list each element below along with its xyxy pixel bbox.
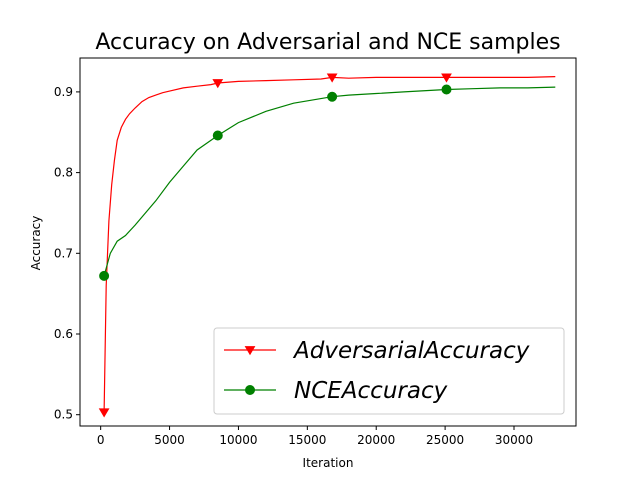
x-tick-label: 25000: [426, 433, 464, 447]
series-marker: [441, 84, 452, 95]
legend-marker: [245, 385, 255, 395]
series-line: [103, 86, 556, 277]
x-tick-label: 15000: [288, 433, 326, 447]
series-2: [99, 84, 556, 281]
y-tick-label: 0.6: [54, 327, 73, 341]
series-marker: [98, 408, 110, 418]
series-line: [103, 76, 556, 413]
series-marker: [212, 79, 224, 89]
legend-marker: [244, 346, 256, 356]
legend-box: [213, 327, 565, 415]
y-tick-label: 0.5: [54, 408, 73, 422]
y-axis-label: Accuracy: [29, 216, 43, 271]
x-tick-label: 5000: [154, 433, 185, 447]
plot-area: [98, 73, 556, 418]
y-tick-label: 0.9: [54, 85, 73, 99]
y-tick-label: 0.8: [54, 166, 73, 180]
series-marker: [441, 73, 452, 83]
chart-title: Accuracy on Adversarial and NCE samples: [95, 30, 560, 55]
series-1: [98, 73, 556, 418]
x-tick-label: 20000: [357, 433, 395, 447]
x-axis-label: Iteration: [303, 456, 354, 470]
y-tick-label: 0.7: [54, 246, 73, 260]
series-marker: [99, 270, 110, 281]
legend-label: NCEAccuracy: [294, 378, 448, 404]
x-tick-label: 30000: [495, 433, 533, 447]
legend-label: AdversarialAccuracy: [292, 338, 530, 364]
series-marker: [327, 91, 338, 102]
axes: 0 5000 10000 15000 20000 25000 30000 0.5 0.6 0.7 0…: [54, 57, 577, 447]
series-marker: [326, 73, 338, 83]
x-tick-label: 0: [97, 433, 105, 447]
series-marker: [212, 130, 223, 141]
legend: AdversarialAccuracy NCEAccuracy: [213, 327, 565, 415]
x-tick-label: 10000: [219, 433, 257, 447]
axes-frame: [79, 57, 577, 427]
